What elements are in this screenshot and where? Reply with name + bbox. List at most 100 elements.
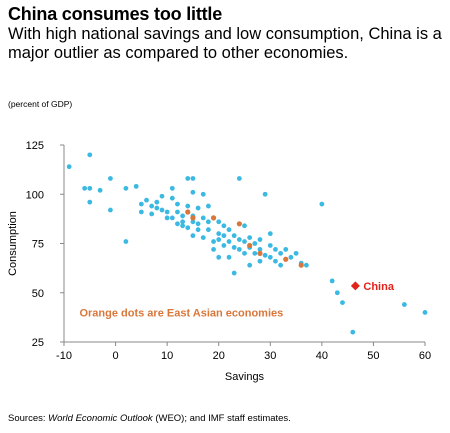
data-point bbox=[262, 191, 268, 197]
data-point bbox=[216, 254, 222, 260]
annotation-east-asia: Orange dots are East Asian economies bbox=[79, 307, 283, 319]
data-point bbox=[159, 207, 165, 213]
data-point bbox=[206, 219, 211, 225]
data-point bbox=[149, 203, 155, 209]
data-point bbox=[138, 209, 144, 215]
data-point bbox=[257, 247, 263, 252]
data-point bbox=[247, 262, 253, 268]
data-point bbox=[252, 241, 258, 246]
east-asia-point bbox=[257, 250, 263, 256]
data-point bbox=[247, 235, 253, 240]
x-tick-label: 20 bbox=[213, 350, 225, 362]
source-prefix: Sources: bbox=[8, 413, 49, 424]
data-point bbox=[154, 205, 160, 211]
data-point bbox=[190, 219, 196, 225]
x-axis-label: Savings bbox=[225, 371, 265, 383]
data-point bbox=[190, 189, 196, 195]
data-point bbox=[138, 201, 144, 207]
data-point bbox=[283, 247, 289, 252]
x-tick-label: 40 bbox=[316, 350, 328, 362]
data-points bbox=[66, 152, 428, 335]
data-point bbox=[262, 252, 268, 258]
y-tick-label: 100 bbox=[26, 189, 44, 201]
data-point bbox=[195, 221, 201, 227]
data-point bbox=[242, 223, 247, 229]
data-point bbox=[273, 247, 278, 252]
data-point bbox=[190, 233, 196, 239]
data-point bbox=[200, 215, 206, 221]
data-point bbox=[144, 197, 149, 203]
data-point bbox=[319, 201, 325, 207]
data-point bbox=[242, 239, 247, 244]
data-point bbox=[278, 262, 283, 268]
data-point bbox=[221, 223, 227, 229]
data-point bbox=[278, 250, 283, 256]
data-point bbox=[334, 290, 340, 296]
data-point bbox=[303, 262, 309, 268]
data-point bbox=[154, 199, 160, 205]
data-point bbox=[169, 195, 175, 201]
data-point bbox=[267, 254, 273, 260]
data-point bbox=[180, 223, 186, 229]
data-point bbox=[221, 243, 227, 248]
x-tick-label: 50 bbox=[367, 350, 379, 362]
data-point bbox=[273, 258, 278, 264]
data-point bbox=[175, 209, 180, 215]
data-point bbox=[185, 225, 191, 231]
y-tick-label: 25 bbox=[32, 337, 44, 349]
china-point bbox=[350, 281, 360, 291]
source-suffix: (WEO); and IMF staff estimates. bbox=[152, 413, 291, 424]
data-point bbox=[231, 270, 237, 276]
data-point bbox=[180, 213, 186, 219]
data-point bbox=[169, 185, 175, 191]
east-asia-point bbox=[185, 209, 191, 215]
x-tick-label: 0 bbox=[113, 350, 119, 362]
x-tick-label: 10 bbox=[161, 350, 173, 362]
data-point bbox=[133, 183, 139, 189]
y-tick-label: 50 bbox=[32, 288, 44, 300]
chart-subtitle: With high national savings and low consu… bbox=[8, 25, 442, 62]
data-point bbox=[123, 185, 129, 191]
data-point bbox=[236, 176, 242, 181]
data-point bbox=[226, 254, 232, 260]
data-point bbox=[288, 254, 294, 260]
data-point bbox=[164, 215, 170, 221]
data-point bbox=[206, 227, 211, 233]
source-note: Sources: World Economic Outlook (WEO); a… bbox=[8, 413, 291, 424]
data-point bbox=[185, 176, 191, 181]
data-point bbox=[87, 199, 93, 205]
data-point bbox=[164, 209, 170, 215]
data-point bbox=[267, 243, 273, 248]
data-point bbox=[195, 227, 201, 233]
data-point bbox=[200, 191, 206, 197]
data-point bbox=[267, 231, 273, 237]
data-point bbox=[216, 231, 222, 237]
y-tick-label: 125 bbox=[26, 140, 44, 152]
east-asia-point bbox=[247, 242, 253, 249]
data-point bbox=[87, 185, 93, 191]
data-point bbox=[293, 250, 299, 256]
data-point bbox=[206, 203, 211, 209]
x-tick-label: 30 bbox=[264, 350, 276, 362]
data-point bbox=[108, 207, 113, 213]
data-point bbox=[257, 258, 263, 264]
x-tick-label: -10 bbox=[56, 350, 72, 362]
data-point bbox=[252, 250, 258, 256]
east-asia-point bbox=[236, 221, 242, 227]
y-axis-label: Consumption bbox=[7, 211, 19, 276]
data-point bbox=[257, 237, 263, 242]
east-asia-point bbox=[210, 215, 217, 221]
data-point bbox=[190, 176, 196, 181]
data-point bbox=[236, 237, 242, 242]
data-point bbox=[236, 247, 242, 252]
data-point bbox=[169, 215, 175, 221]
data-point bbox=[195, 205, 201, 211]
data-point bbox=[175, 201, 180, 207]
east-asia-point bbox=[298, 262, 304, 268]
data-point bbox=[216, 219, 222, 225]
data-point bbox=[401, 302, 407, 307]
data-point bbox=[66, 164, 72, 170]
data-point bbox=[200, 235, 206, 240]
data-point bbox=[211, 247, 216, 252]
data-point bbox=[231, 245, 237, 250]
